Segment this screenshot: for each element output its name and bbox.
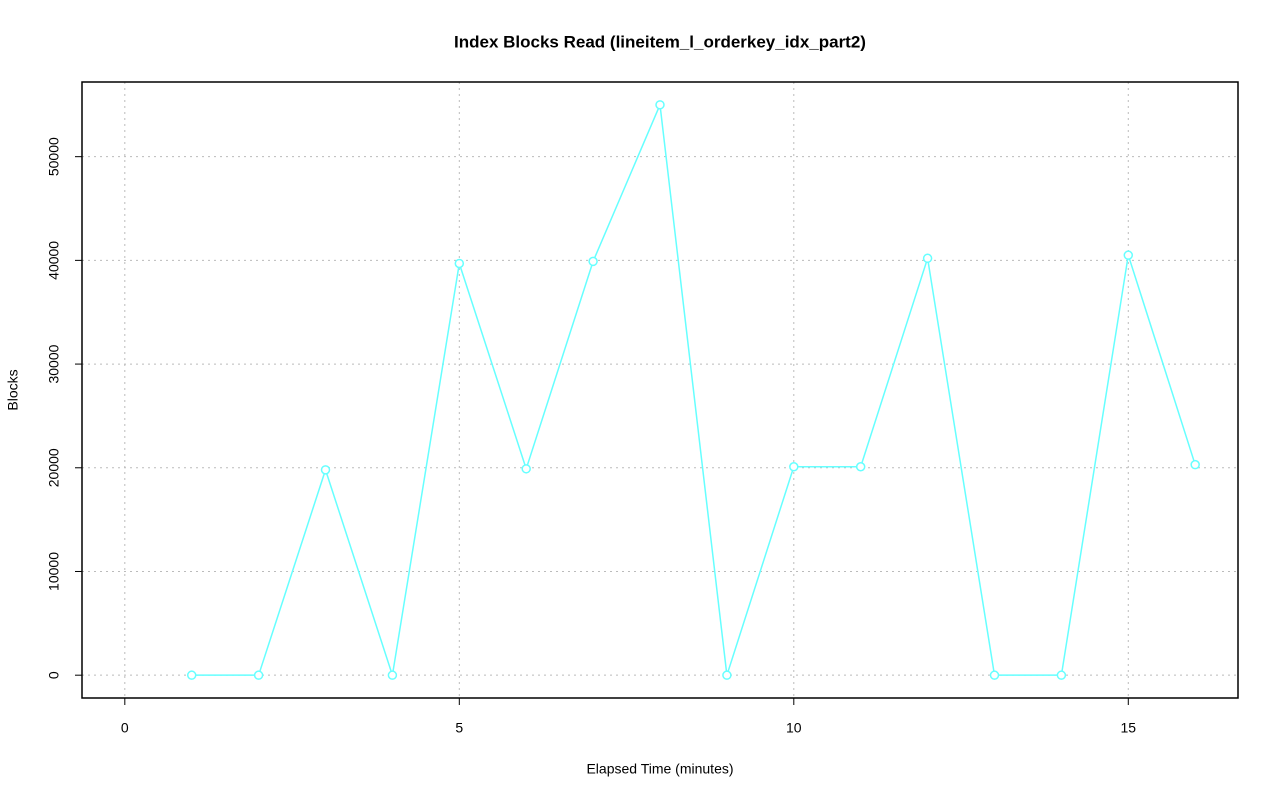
- data-point: [655, 100, 665, 110]
- x-axis-label: Elapsed Time (minutes): [586, 761, 733, 777]
- y-axis-label: Blocks: [5, 369, 21, 410]
- data-point: [855, 461, 866, 472]
- plot-frame: [81, 81, 1239, 699]
- y-tick-label: 50000: [46, 137, 62, 176]
- data-point: [1056, 670, 1067, 680]
- x-tick-label: 5: [455, 720, 463, 736]
- x-tick-label: 0: [121, 720, 129, 736]
- y-tick-label: 30000: [46, 344, 62, 383]
- y-tick-label: 0: [46, 671, 62, 679]
- data-point: [588, 256, 598, 267]
- data-point: [989, 670, 1000, 680]
- data-point: [387, 670, 398, 680]
- y-tick-label: 40000: [46, 241, 62, 280]
- data-point: [1123, 250, 1134, 260]
- data-point: [253, 670, 264, 680]
- series-line: [191, 101, 1196, 676]
- y-tick-label: 20000: [46, 448, 62, 487]
- x-tick-label: 15: [1120, 720, 1136, 736]
- x-tick-label: 10: [786, 720, 802, 736]
- data-point: [1190, 459, 1200, 470]
- data-point: [722, 670, 732, 680]
- data-point: [789, 461, 799, 472]
- data-point: [454, 258, 465, 269]
- chart-title: Index Blocks Read (lineitem_l_orderkey_i…: [454, 32, 866, 51]
- data-point: [922, 253, 933, 264]
- data-point: [320, 465, 331, 475]
- data-point: [186, 670, 197, 680]
- data-point: [521, 464, 531, 474]
- y-tick-label: 10000: [46, 552, 62, 591]
